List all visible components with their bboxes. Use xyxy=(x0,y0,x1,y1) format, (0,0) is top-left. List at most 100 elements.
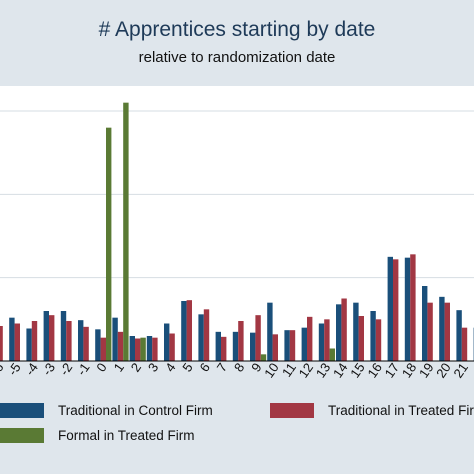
bar xyxy=(387,256,393,361)
bar xyxy=(83,326,89,361)
x-tick-label: 21 xyxy=(450,360,471,380)
x-tick-labels: -6-5-4-3-2-1 0 1 2 3 4 5 6 7 8 9101112131415161718… xyxy=(0,360,471,380)
legend-label: Traditional in Treated Firm xyxy=(328,403,474,418)
bar xyxy=(284,330,290,361)
bar xyxy=(324,319,330,361)
bar xyxy=(461,327,468,361)
legend-label: Formal in Treated Firm xyxy=(58,428,195,443)
plot-area xyxy=(0,86,474,361)
bar xyxy=(267,302,273,361)
bar xyxy=(106,127,112,362)
legend-item-traditional-control: Traditional in Control Firm xyxy=(0,403,213,418)
bar xyxy=(341,298,347,361)
x-tick-label: 5 xyxy=(179,360,195,375)
bar xyxy=(181,301,187,361)
bar xyxy=(272,334,278,361)
bar xyxy=(66,321,72,361)
bar xyxy=(100,337,106,361)
bar xyxy=(9,317,15,361)
bar xyxy=(117,331,124,361)
bar xyxy=(375,319,382,361)
legend: Traditional in Control Firm Traditional … xyxy=(0,395,474,455)
x-tick-label: -2 xyxy=(56,360,75,378)
x-tick-label: -5 xyxy=(5,360,24,378)
x-tick-label: 1 xyxy=(111,360,127,375)
x-tick-label: 6 xyxy=(197,360,213,375)
bar xyxy=(0,326,3,361)
bar xyxy=(26,328,32,361)
bar xyxy=(318,323,325,361)
bar xyxy=(203,309,210,361)
bar xyxy=(404,257,411,361)
bar xyxy=(49,315,55,361)
bar xyxy=(370,311,376,361)
bar xyxy=(353,302,359,361)
bar xyxy=(169,333,175,361)
x-tick-label: 19 xyxy=(416,360,437,380)
x-tick-label: 0 xyxy=(93,360,109,375)
bar xyxy=(289,330,296,361)
bar xyxy=(135,338,141,361)
bar xyxy=(422,286,428,361)
x-tick-label: 12 xyxy=(296,360,317,380)
bar xyxy=(444,302,450,361)
x-tick-label: 4 xyxy=(162,360,178,375)
bar xyxy=(146,336,153,361)
bar xyxy=(427,302,433,361)
x-tick-label: 13 xyxy=(313,360,334,380)
x-tick-label: 18 xyxy=(399,360,420,380)
legend-item-formal-treated: Formal in Treated Firm xyxy=(0,428,195,443)
bar xyxy=(95,329,101,361)
bar xyxy=(255,315,261,361)
bar xyxy=(14,323,20,361)
bar xyxy=(232,331,239,361)
x-tick-label: 14 xyxy=(330,360,351,380)
bar xyxy=(439,296,445,361)
bar xyxy=(260,354,267,361)
x-tick-label: -1 xyxy=(74,360,93,378)
bar xyxy=(358,316,364,361)
bar xyxy=(152,337,158,361)
x-tick-label: 2 xyxy=(128,360,144,375)
bar xyxy=(336,304,342,361)
legend-swatch-formal-treated xyxy=(0,428,44,443)
bar xyxy=(123,102,129,362)
x-tick-label: -6 xyxy=(0,360,7,378)
x-tick-label: 8 xyxy=(231,360,247,375)
bars xyxy=(0,102,474,362)
x-tick-label: -4 xyxy=(22,360,41,378)
bar xyxy=(186,300,192,361)
legend-swatch-traditional-treated xyxy=(270,403,314,418)
bar xyxy=(301,327,307,361)
legend-swatch-traditional-control xyxy=(0,403,44,418)
bar xyxy=(140,337,146,361)
bar xyxy=(78,320,84,361)
bar xyxy=(307,316,313,361)
bar xyxy=(250,332,256,361)
x-tick-label: 16 xyxy=(364,360,385,380)
x-tick-label: 15 xyxy=(347,360,368,380)
bar xyxy=(43,311,49,361)
bar xyxy=(238,321,244,361)
x-tick-label: 20 xyxy=(433,360,454,380)
chart-title: # Apprentices starting by date xyxy=(98,18,376,41)
bar xyxy=(221,336,227,361)
bar xyxy=(393,259,399,361)
x-tick-label: 10 xyxy=(261,360,282,380)
bar xyxy=(31,321,38,361)
x-tick-label: 7 xyxy=(214,360,230,375)
bar xyxy=(456,310,462,361)
bar xyxy=(198,314,204,361)
bar xyxy=(329,348,335,361)
x-tick-label: 3 xyxy=(145,360,161,375)
x-tick-label: 17 xyxy=(382,360,403,380)
legend-item-traditional-treated: Traditional in Treated Firm xyxy=(270,403,474,418)
chart-subtitle: relative to randomization date xyxy=(138,49,336,66)
bar xyxy=(112,317,118,361)
bar xyxy=(164,323,170,361)
bar xyxy=(215,331,221,361)
x-tick-label: -3 xyxy=(39,360,58,378)
bar xyxy=(410,254,416,361)
bar xyxy=(60,311,67,361)
